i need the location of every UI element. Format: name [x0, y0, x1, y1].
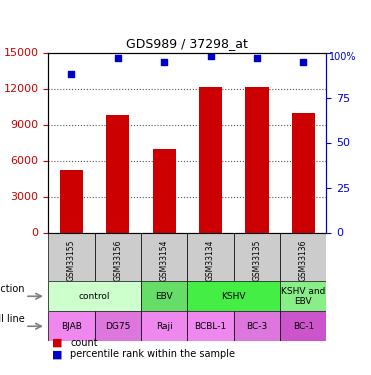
FancyBboxPatch shape — [48, 281, 141, 311]
FancyBboxPatch shape — [48, 232, 95, 281]
FancyBboxPatch shape — [141, 281, 187, 311]
Text: BC-3: BC-3 — [246, 322, 267, 331]
FancyBboxPatch shape — [234, 232, 280, 281]
FancyBboxPatch shape — [141, 232, 187, 281]
Bar — [106, 115, 129, 232]
Text: percentile rank within the sample: percentile rank within the sample — [70, 350, 236, 359]
Text: KSHV and
EBV: KSHV and EBV — [281, 286, 325, 306]
Point — [301, 58, 306, 64]
FancyBboxPatch shape — [280, 232, 326, 281]
Point — [254, 55, 260, 61]
FancyBboxPatch shape — [234, 311, 280, 341]
Point — [208, 53, 214, 59]
Text: GSM33136: GSM33136 — [299, 240, 308, 281]
Text: EBV: EBV — [155, 292, 173, 301]
Text: 100%: 100% — [329, 53, 357, 63]
Text: GSM33154: GSM33154 — [160, 240, 169, 281]
Text: cell line: cell line — [0, 314, 25, 324]
Text: GSM33134: GSM33134 — [206, 240, 215, 281]
Bar — [245, 87, 269, 232]
FancyBboxPatch shape — [280, 281, 326, 311]
Point — [115, 55, 121, 61]
Text: infection: infection — [0, 284, 25, 294]
Text: Raji: Raji — [156, 322, 173, 331]
Text: BCBL-1: BCBL-1 — [194, 322, 227, 331]
FancyBboxPatch shape — [187, 232, 234, 281]
Text: BJAB: BJAB — [61, 322, 82, 331]
Text: KSHV: KSHV — [221, 292, 246, 301]
FancyBboxPatch shape — [187, 311, 234, 341]
Text: BC-1: BC-1 — [293, 322, 314, 331]
FancyBboxPatch shape — [280, 311, 326, 341]
FancyBboxPatch shape — [48, 311, 95, 341]
Text: GSM33135: GSM33135 — [252, 240, 262, 281]
Title: GDS989 / 37298_at: GDS989 / 37298_at — [127, 37, 248, 50]
FancyBboxPatch shape — [95, 311, 141, 341]
Text: control: control — [79, 292, 110, 301]
Point — [161, 58, 167, 64]
Bar — [292, 112, 315, 232]
Text: count: count — [70, 338, 98, 348]
Bar — [199, 87, 222, 232]
Text: GSM33155: GSM33155 — [67, 240, 76, 281]
FancyBboxPatch shape — [187, 281, 280, 311]
Text: DG75: DG75 — [105, 322, 131, 331]
Text: ■: ■ — [52, 338, 62, 348]
Bar — [60, 170, 83, 232]
FancyBboxPatch shape — [141, 311, 187, 341]
Text: ■: ■ — [52, 350, 62, 359]
Text: GSM33156: GSM33156 — [113, 240, 122, 281]
Point — [69, 71, 75, 77]
Bar — [152, 148, 176, 232]
FancyBboxPatch shape — [95, 232, 141, 281]
